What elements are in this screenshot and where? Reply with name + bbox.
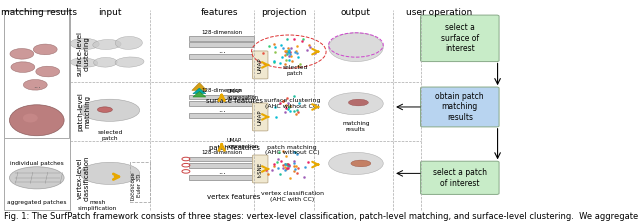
Ellipse shape	[10, 105, 64, 136]
Ellipse shape	[36, 66, 60, 77]
FancyBboxPatch shape	[253, 51, 268, 79]
Text: obtain patch
matching
results: obtain patch matching results	[435, 92, 484, 122]
Text: patch matching
(AHC without CC): patch matching (AHC without CC)	[265, 145, 319, 155]
Text: mesh
simplification: mesh simplification	[78, 200, 117, 211]
FancyBboxPatch shape	[189, 54, 254, 59]
Ellipse shape	[328, 152, 383, 174]
Text: surface-level
clustering: surface-level clustering	[77, 31, 90, 76]
FancyBboxPatch shape	[420, 87, 499, 127]
Text: patch-level
matching: patch-level matching	[77, 92, 90, 131]
Ellipse shape	[97, 107, 113, 112]
Ellipse shape	[80, 99, 140, 121]
Text: patch features: patch features	[209, 145, 260, 151]
Ellipse shape	[328, 93, 383, 115]
Text: vertex classification
(AHC with CC): vertex classification (AHC with CC)	[260, 191, 324, 202]
Polygon shape	[193, 91, 206, 97]
Polygon shape	[193, 88, 206, 94]
Text: vertex-level
classification: vertex-level classification	[77, 155, 90, 200]
Text: features: features	[200, 8, 238, 17]
Text: projection: projection	[261, 8, 307, 17]
FancyBboxPatch shape	[189, 36, 254, 41]
Ellipse shape	[93, 39, 121, 50]
Text: ...: ...	[33, 81, 41, 91]
FancyBboxPatch shape	[253, 155, 268, 183]
FancyBboxPatch shape	[420, 15, 499, 62]
Text: 128-dimension: 128-dimension	[201, 89, 243, 93]
Text: UMAP
aggregation: UMAP aggregation	[227, 138, 259, 149]
Ellipse shape	[115, 36, 142, 49]
Text: ...: ...	[218, 105, 226, 114]
Text: individual patches: individual patches	[10, 161, 63, 166]
Text: selected
patch: selected patch	[282, 65, 307, 76]
Text: Locoscope
Euler 3D: Locoscope Euler 3D	[131, 171, 141, 200]
Ellipse shape	[10, 49, 34, 59]
FancyBboxPatch shape	[189, 42, 254, 47]
FancyBboxPatch shape	[189, 113, 254, 118]
Text: vertex features: vertex features	[207, 194, 261, 200]
Text: matching
results: matching results	[342, 122, 370, 132]
Ellipse shape	[351, 160, 371, 167]
Text: aggregated patches: aggregated patches	[7, 200, 67, 205]
Text: input: input	[98, 8, 122, 17]
Text: selected
patch: selected patch	[97, 130, 122, 141]
Text: user operation: user operation	[406, 8, 472, 17]
Ellipse shape	[93, 58, 117, 67]
FancyBboxPatch shape	[189, 101, 254, 106]
Text: output: output	[341, 8, 371, 17]
Ellipse shape	[328, 33, 383, 62]
Text: ...: ...	[218, 167, 226, 176]
Text: 128-dimension: 128-dimension	[201, 30, 243, 35]
Ellipse shape	[348, 99, 369, 106]
Polygon shape	[192, 83, 207, 90]
Text: surface features: surface features	[205, 98, 262, 104]
Ellipse shape	[115, 57, 144, 67]
Ellipse shape	[23, 114, 38, 122]
Text: t-SNE: t-SNE	[258, 161, 263, 177]
Text: select a patch
of interest: select a patch of interest	[433, 168, 487, 188]
Text: ...: ...	[218, 46, 226, 55]
Text: select a
surface of
interest: select a surface of interest	[441, 23, 479, 53]
FancyBboxPatch shape	[4, 11, 69, 138]
FancyBboxPatch shape	[189, 95, 254, 99]
FancyBboxPatch shape	[189, 163, 254, 168]
Ellipse shape	[10, 167, 64, 189]
Ellipse shape	[70, 58, 98, 67]
Ellipse shape	[24, 80, 47, 90]
Ellipse shape	[80, 162, 140, 184]
Text: 128-dimension: 128-dimension	[201, 151, 243, 155]
FancyBboxPatch shape	[420, 161, 499, 194]
Ellipse shape	[70, 38, 99, 50]
Ellipse shape	[33, 44, 57, 55]
FancyBboxPatch shape	[253, 103, 268, 131]
Text: UMAP: UMAP	[258, 109, 263, 125]
FancyBboxPatch shape	[4, 10, 70, 210]
FancyBboxPatch shape	[189, 157, 254, 161]
Text: matching results: matching results	[1, 8, 77, 17]
Text: Fig. 1: The SurfPatch framework consists of three stages: vertex-level classific: Fig. 1: The SurfPatch framework consists…	[4, 212, 638, 221]
FancyBboxPatch shape	[189, 175, 254, 180]
Ellipse shape	[11, 62, 35, 72]
Text: UMAP: UMAP	[258, 57, 263, 73]
Text: UMAP
aggregation: UMAP aggregation	[227, 89, 259, 99]
Text: surface clustering
(AHC without CC): surface clustering (AHC without CC)	[264, 98, 321, 109]
